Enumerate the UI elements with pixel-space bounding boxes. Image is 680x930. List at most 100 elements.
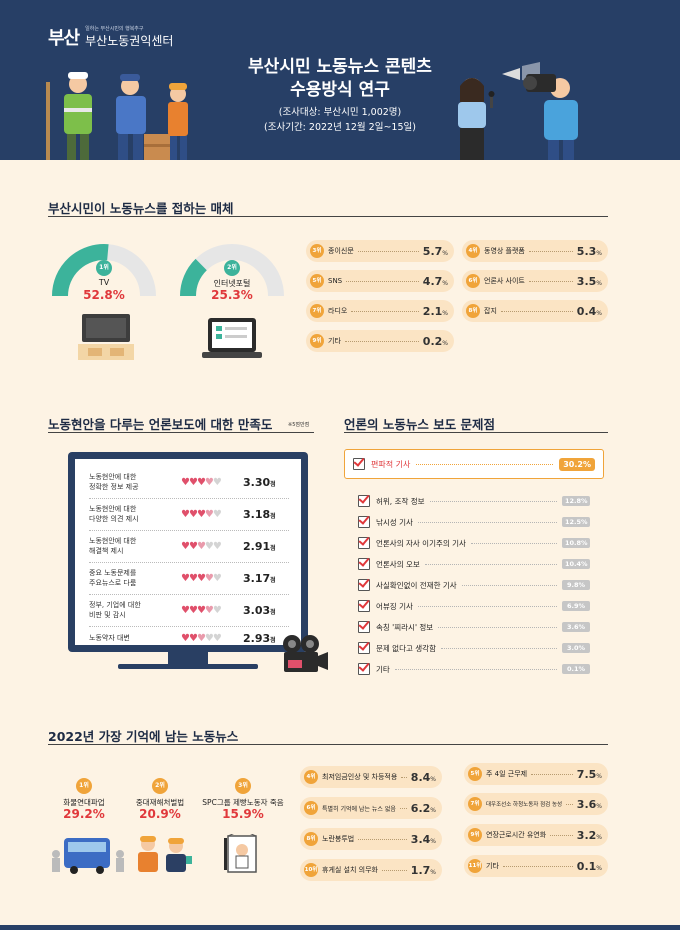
heart-rating: ♥♥♥♥♥ bbox=[181, 605, 243, 616]
satisfaction-label: 노동현안에 대한 정확한 정보 제공 bbox=[89, 473, 139, 491]
heart-icon: ♥ bbox=[196, 604, 206, 616]
satisfaction-row: 중요 노동문제를 주요뉴스로 다룸 ♥♥♥♥♥ 3.17점 bbox=[89, 563, 289, 593]
heart-icon: ♥ bbox=[204, 632, 214, 644]
heart-rating: ♥♥♥♥♥ bbox=[181, 633, 243, 644]
rank-badge: 8위 bbox=[466, 304, 480, 318]
checkbox-icon bbox=[358, 621, 370, 633]
rank-badge: 9위 bbox=[310, 334, 324, 348]
divider bbox=[89, 594, 289, 595]
media-value: 25.3% bbox=[211, 288, 253, 302]
news-label: SPC그룹 제빵노동자 죽음 bbox=[202, 798, 284, 807]
problem-top-item: 편파적 기사 30.2% bbox=[344, 449, 604, 479]
checkbox-icon bbox=[358, 516, 370, 528]
satisfaction-row: 노동현안에 대한 정확한 정보 제공 ♥♥♥♥♥ 3.30점 bbox=[89, 467, 289, 497]
satisfaction-label: 정부, 기업에 대한 비판 및 감시 bbox=[89, 601, 141, 619]
pill-value: 0.4% bbox=[576, 304, 602, 318]
rank-badge: 5위 bbox=[310, 274, 324, 288]
news-value: 20.9% bbox=[139, 807, 181, 821]
problem-value: 6.9% bbox=[562, 601, 590, 611]
problem-label: 문제 없다고 생각함 bbox=[376, 643, 436, 653]
pill-value: 8.4% bbox=[410, 770, 436, 784]
problem-label: 속칭 '찌라시' 정보 bbox=[376, 622, 434, 632]
heart-icon: ♥ bbox=[212, 540, 222, 552]
heart-icon: ♥ bbox=[212, 508, 222, 520]
media-pill-6: 6위 언론사 사이트 3.5% bbox=[462, 270, 608, 292]
satisfaction-value: 3.17점 bbox=[243, 571, 276, 585]
pill-value: 3.6% bbox=[576, 797, 602, 811]
rank-badge: 1위 bbox=[76, 778, 92, 794]
satisfaction-label: 중요 노동문제를 주요뉴스로 다룸 bbox=[89, 569, 137, 587]
pill-label: 언론사 사이트 bbox=[484, 277, 525, 285]
heart-icon: ♥ bbox=[204, 572, 214, 584]
reporter-illustration bbox=[458, 62, 578, 160]
org-logo: 부산 일하는 부산시민의 행복추구 부산노동권익센터 bbox=[48, 24, 173, 50]
problem-row: 언론사의 자사 이기주의 기사 10.8% bbox=[358, 536, 590, 550]
rank-badge: 3위 bbox=[235, 778, 251, 794]
pill-value: 0.2% bbox=[422, 334, 448, 348]
pill-value: 5.7% bbox=[422, 244, 448, 258]
media-section-title: 부산시민이 노동뉴스를 접하는 매체 bbox=[48, 201, 234, 216]
media-pill-7: 7위 라디오 2.1% bbox=[306, 300, 454, 322]
truck-strike-illustration bbox=[52, 838, 124, 874]
tv-icon bbox=[78, 314, 134, 360]
heart-icon: ♥ bbox=[204, 604, 214, 616]
problem-value: 9.8% bbox=[562, 580, 590, 590]
heart-icon: ♥ bbox=[188, 508, 198, 520]
checkbox-icon bbox=[358, 495, 370, 507]
heart-icon: ♥ bbox=[196, 508, 206, 520]
news-pill-8: 8위 노란봉투법 3.4% bbox=[300, 828, 442, 850]
heart-rating: ♥♥♥♥♥ bbox=[181, 573, 243, 584]
checkbox-icon bbox=[358, 558, 370, 570]
laptop-icon bbox=[202, 318, 262, 358]
workers-illustration bbox=[46, 72, 188, 160]
divider bbox=[89, 626, 289, 627]
pill-value: 5.3% bbox=[576, 244, 602, 258]
heart-icon: ♥ bbox=[181, 572, 190, 584]
heart-icon: ♥ bbox=[204, 476, 214, 488]
checkbox-icon bbox=[358, 579, 370, 591]
problem-value: 30.2% bbox=[559, 457, 595, 471]
pill-label: 종이신문 bbox=[328, 247, 354, 255]
media-pill-4: 4위 동영상 플랫폼 5.3% bbox=[462, 240, 608, 262]
problem-label: 기타 bbox=[376, 664, 390, 674]
rank-badge: 7위 bbox=[310, 304, 324, 318]
rank-badge: 8위 bbox=[304, 832, 318, 846]
problem-value: 12.8% bbox=[562, 496, 590, 506]
problem-value: 3.6% bbox=[562, 622, 590, 632]
media-pill-9: 9위 기타 0.2% bbox=[306, 330, 454, 352]
problem-value: 10.8% bbox=[562, 538, 590, 548]
pill-label: 특별히 기억에 남는 뉴스 없음 bbox=[322, 805, 396, 813]
monitor-screen: 노동현안에 대한 정확한 정보 제공 ♥♥♥♥♥ 3.30점 노동현안에 대한 다양… bbox=[75, 459, 301, 645]
divider bbox=[89, 562, 289, 563]
pill-label: 기타 bbox=[486, 862, 499, 870]
rank-badge: 1위 bbox=[96, 260, 112, 276]
pill-value: 3.5% bbox=[576, 274, 602, 288]
heart-icon: ♥ bbox=[188, 604, 198, 616]
pill-label: 노란봉투법 bbox=[322, 835, 355, 843]
satisfaction-row: 정부, 기업에 대한 비판 및 감시 ♥♥♥♥♥ 3.03점 bbox=[89, 595, 289, 625]
checkbox-icon bbox=[358, 663, 370, 675]
heart-icon: ♥ bbox=[196, 540, 206, 552]
heart-icon: ♥ bbox=[212, 476, 222, 488]
news-pill-4: 4위 최저임금인상 및 차등적용 8.4% bbox=[300, 766, 442, 788]
problem-label: 어뷰징 기사 bbox=[376, 601, 413, 611]
gauge-arc bbox=[52, 244, 156, 297]
satisfaction-value: 3.18점 bbox=[243, 507, 276, 521]
problem-label: 낚시성 기사 bbox=[376, 517, 413, 527]
satisfaction-label: 노동약자 대변 bbox=[89, 634, 130, 642]
heart-icon: ♥ bbox=[196, 572, 206, 584]
pill-value: 2.1% bbox=[422, 304, 448, 318]
survey-period: (조사기간: 2022년 12월 2일~15일) bbox=[264, 122, 416, 133]
rank-badge: 3위 bbox=[310, 244, 324, 258]
heart-icon: ♥ bbox=[188, 632, 198, 644]
rank-badge: 4위 bbox=[466, 244, 480, 258]
problem-row: 문제 없다고 생각함 3.0% bbox=[358, 641, 590, 655]
news-pill-7: 7위 대우조선소 하청노동자 점검 농성 3.6% bbox=[464, 793, 608, 815]
pill-label: 최저임금인상 및 차등적용 bbox=[322, 773, 398, 781]
rank-badge: 2위 bbox=[224, 260, 240, 276]
news-pill-11: 11위 기타 0.1% bbox=[464, 855, 608, 877]
checkbox-icon bbox=[358, 600, 370, 612]
pill-label: 주 4일 근무제 bbox=[486, 770, 528, 778]
satisfaction-monitor: 노동현안에 대한 정확한 정보 제공 ♥♥♥♥♥ 3.30점 노동현안에 대한 다양… bbox=[68, 452, 308, 652]
pill-value: 4.7% bbox=[422, 274, 448, 288]
